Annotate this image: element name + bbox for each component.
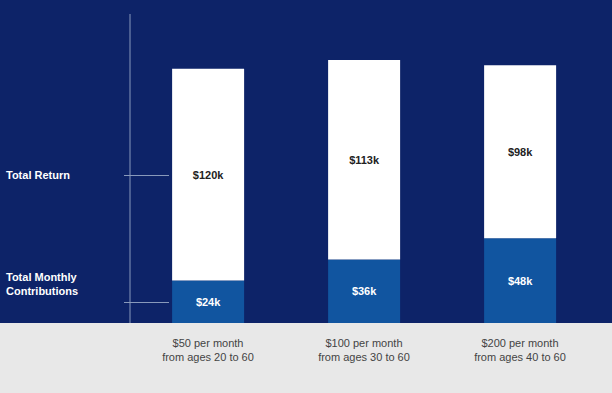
svg-text:$48k: $48k bbox=[508, 275, 533, 287]
svg-text:$113k: $113k bbox=[349, 154, 380, 166]
svg-text:$100 per monthfrom ages 30 to: $100 per monthfrom ages 30 to 60 bbox=[318, 337, 410, 363]
svg-text:$36k: $36k bbox=[352, 285, 377, 297]
svg-text:$24k: $24k bbox=[196, 296, 221, 308]
html-text:Total Monthly Contributions: Total Monthly Contributions bbox=[6, 270, 79, 297]
html-text:Total Return: Total Return bbox=[6, 168, 70, 181]
svg-text:$98k: $98k bbox=[508, 146, 533, 158]
svg-text:$200 per monthfrom ages 40 to: $200 per monthfrom ages 40 to 60 bbox=[474, 337, 566, 363]
svg-text:$50 per monthfrom ages 20 to 6: $50 per monthfrom ages 20 to 60 bbox=[162, 337, 254, 363]
svg-text:$120k: $120k bbox=[193, 169, 224, 181]
